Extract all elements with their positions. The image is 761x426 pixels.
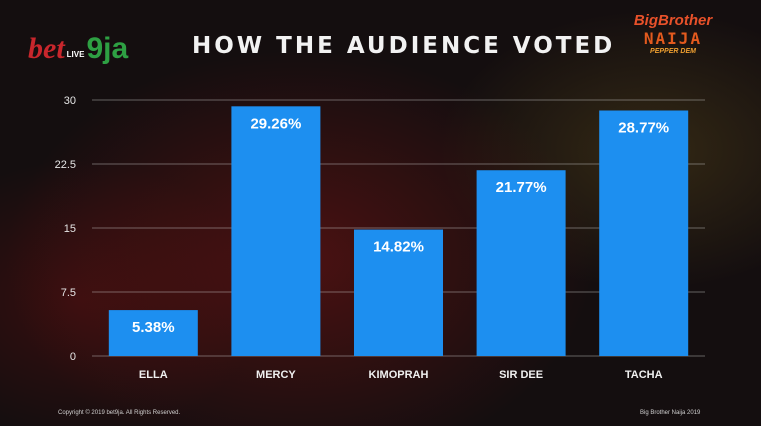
data-label: 14.82%: [373, 239, 424, 256]
y-tick-label: 7.5: [61, 287, 76, 299]
data-label: 28.77%: [618, 119, 669, 136]
x-tick-label: ELLA: [139, 369, 168, 381]
x-tick-label: KIMOPRAH: [369, 369, 429, 381]
page-title: HOW THE AUDIENCE VOTED: [192, 33, 616, 59]
big-brother-naija-logo: BigBrother NAIJA PEPPER DEM: [633, 12, 713, 55]
bar-sir-dee: [476, 170, 566, 356]
y-tick-label: 0: [70, 351, 76, 363]
footer-right-text: Big Brother Naija 2019: [640, 410, 701, 416]
copyright-text: Copyright © 2019 bet9ja. All Rights Rese…: [58, 410, 181, 416]
y-tick-label: 15: [64, 223, 76, 235]
data-label: 5.38%: [132, 319, 175, 336]
y-tick-label: 30: [64, 95, 76, 107]
y-tick-label: 22.5: [55, 159, 76, 171]
bar-kimoprah: [354, 229, 443, 356]
logo-9ja: 9ja: [86, 32, 129, 65]
bet9ja-logo: bet LIVE 9ja: [28, 26, 128, 66]
data-label: 29.26%: [250, 115, 301, 132]
x-tick-label: MERCY: [256, 369, 296, 381]
bar-tacha: [599, 110, 689, 356]
bar-ella: [108, 310, 198, 356]
x-tick-label: TACHA: [625, 369, 663, 381]
bar-mercy: [231, 106, 321, 356]
data-label: 21.77%: [496, 179, 547, 196]
logo-bet: bet: [28, 32, 65, 65]
x-tick-label: SIR DEE: [499, 369, 543, 381]
logo-live: LIVE: [66, 50, 85, 59]
